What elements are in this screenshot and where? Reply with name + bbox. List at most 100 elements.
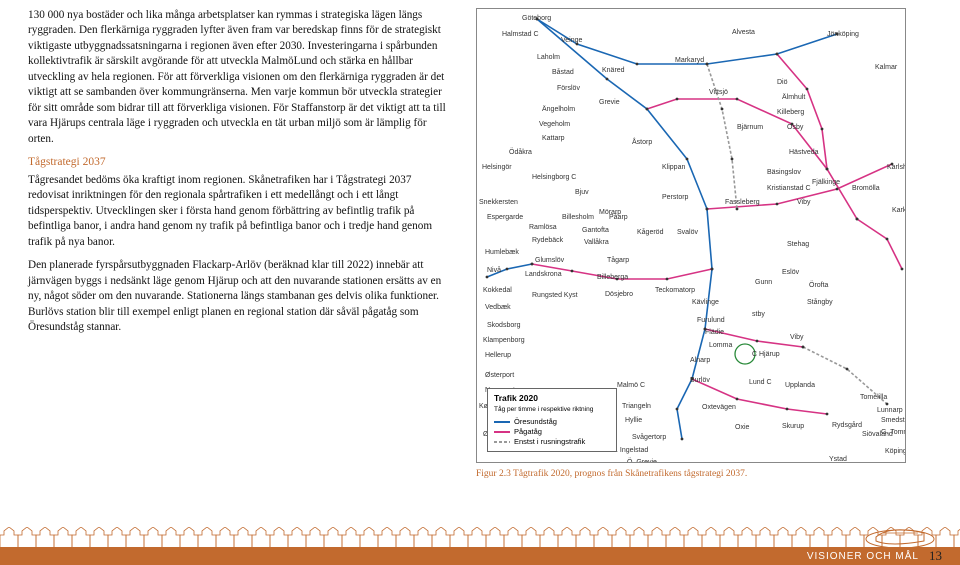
page-footer: VISIONER OCH MÅL 13 [0,517,960,565]
station-label: Lund C [749,379,772,386]
station-label: Kalmar [875,64,897,71]
station-label: Stångby [807,299,833,306]
station-label: Tågarp [607,257,629,264]
station-label: Viby [797,199,811,206]
station-label: Grevie [599,99,620,106]
station-label: Lunnarp [877,407,903,414]
station-label: Hästveda [789,149,819,156]
station-label: Kristianstad C [767,185,811,192]
station-label: Gantofta [582,227,609,234]
station-label: Ramlösa [529,224,557,231]
station-label: C Hjärup [752,351,780,358]
station-label: Vallåkra [584,239,609,246]
body-para-3: Den planerade fyrspårsutbyggnaden Flacka… [28,258,448,335]
figure-caption: Figur 2.3 Tågtrafik 2020, prognos från S… [476,469,932,479]
station-label: Hyllie [625,417,642,424]
station-label: Diö [777,79,788,86]
station-label: Espergarde [487,214,523,221]
map-legend: Trafik 2020 Tåg per timme i respektive r… [487,388,617,452]
station-label: Ängelholm [542,106,575,113]
station-label: Bromölla [852,185,880,192]
station-label: Eslöv [782,269,799,276]
station-label: Siövaland [862,431,893,438]
station-label: Kattarp [542,135,565,142]
station-label: Flädie [705,329,724,336]
station-label: Klippan [662,164,685,171]
station-label: Påarp [609,214,628,221]
station-label: Osby [787,124,803,131]
station-label: Teckomatorp [655,287,695,294]
station-label: Tomelilla [860,394,887,401]
station-label: Rydsgård [832,422,862,429]
text-column: 130 000 nya bostäder och lika många arbe… [28,8,448,479]
station-label: Furulund [697,317,725,324]
station-label: Förslöv [557,85,580,92]
station-label: Helsingborg C [532,174,576,181]
station-label: Burlöv [690,377,710,384]
station-label: Helsingör [482,164,512,171]
body-para-1: 130 000 nya bostäder och lika många arbe… [28,8,448,147]
station-label: Laholm [537,54,560,61]
station-label: Triangeln [622,403,651,410]
station-label: Hellerup [485,352,511,359]
station-label: Köpingebro [885,448,906,455]
station-label: Perstorp [662,194,688,201]
station-label: Båstad [552,69,574,76]
station-label: Glumslöv [535,257,564,264]
station-label: Billesholm [562,214,594,221]
station-label: Alnarp [690,357,710,364]
station-label: Knäred [602,67,625,74]
station-label: Oxie [735,424,749,431]
station-label: Snekkersten [479,199,518,206]
station-label: Kågeröd [637,229,663,236]
station-label: Skurup [782,423,804,430]
station-label: Kokkedal [483,287,512,294]
station-label: stby [752,311,765,318]
station-label: Viby [790,334,804,341]
skyline-ornament [0,527,960,547]
legend-item: Enstst i rusningstrafik [494,437,610,447]
station-label: Humlebæk [485,249,519,256]
station-label: V. Ingelstad [612,447,648,454]
station-label: Stehag [787,241,809,248]
station-label: Halmstad C [502,31,539,38]
station-label: Rungsted Kyst [532,292,578,299]
station-label: Ödåkra [509,149,532,156]
station-label: Vegeholm [539,121,570,128]
section-title: VISIONER OCH MÅL [807,551,919,562]
station-label: Svågertorp [632,434,666,441]
station-label: Älmhult [782,94,805,101]
station-label: Nivå [487,267,501,274]
subheading: Tågstrategi 2037 [28,155,448,171]
station-label: Upplanda [785,382,815,389]
station-label: Jönköping [827,31,859,38]
station-label: Göteborg [522,15,551,22]
station-label: Gunn [755,279,772,286]
legend-subtitle: Tåg per timme i respektive riktning [494,406,610,415]
station-label: Ö. Grevie [627,459,657,463]
station-label: Skodsborg [487,322,520,329]
station-label: Lomma [709,342,732,349]
legend-item: Pågatåg [494,427,610,437]
station-label: Billeberga [597,274,628,281]
station-label: Landskrona [525,271,562,278]
station-label: Fjälkinge [812,179,840,186]
legend-title: Trafik 2020 [494,393,610,404]
station-label: Markaryd [675,57,704,64]
station-label: Malmö C [617,382,645,389]
station-label: Svalöv [677,229,698,236]
station-label: Veinge [561,37,582,44]
station-label: Vittsjö [709,89,728,96]
rail-network-map: Göteborg Halmstad C Veinge Laholm Knäred Båst… [476,8,906,463]
figure-column: Göteborg Halmstad C Veinge Laholm Knäred Båst… [476,8,932,479]
station-label: Killeberg [777,109,804,116]
station-label: Bjärnum [737,124,763,131]
station-label: Klampenborg [483,337,525,344]
station-label: Dösjebro [605,291,633,298]
station-label: Örofta [809,282,828,289]
station-label: Karlshamn [887,164,906,171]
body-para-2: Tågresandet bedöms öka kraftigt inom reg… [28,173,448,250]
station-label: Østerport [485,372,514,379]
legend-item: Öresundståg [494,417,610,427]
station-label: Ystad [829,456,847,463]
